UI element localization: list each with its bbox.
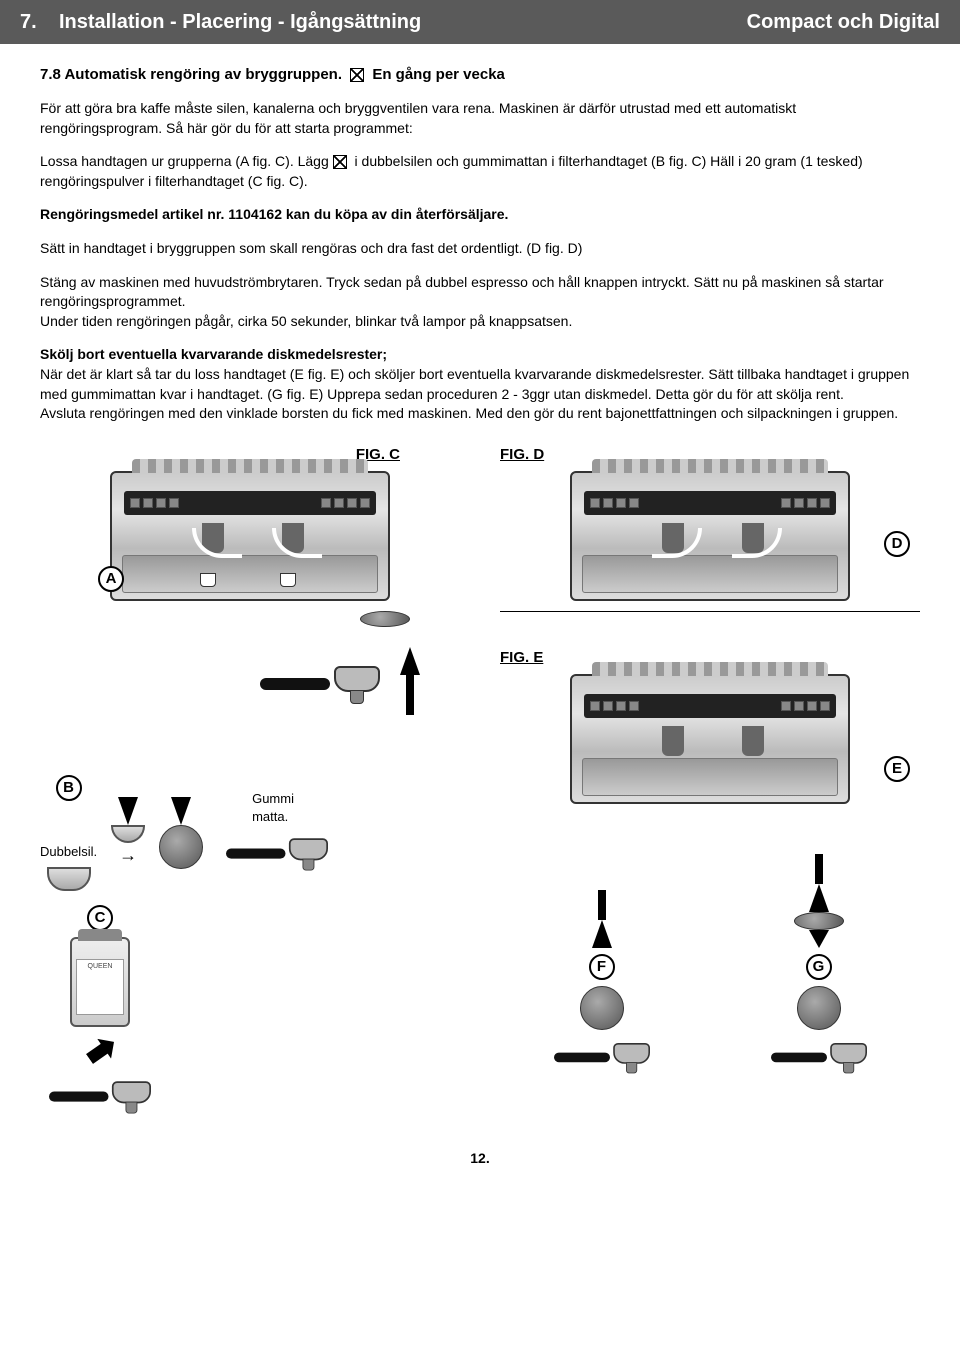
divider [500,611,920,612]
arrow-diag-icon [79,1027,121,1069]
label-b: B [56,775,82,801]
fig-d-cell: FIG. D D [500,444,920,627]
machine-illustration [570,674,850,804]
header-left: 7. Installation - Placering - Igångsättn… [20,8,421,36]
brew-group [662,726,684,756]
curve-arrow-icon [272,528,322,558]
subtitle-suffix: En gång per vecka [372,66,505,83]
section-title: Installation - Placering - Igångsättning [59,11,421,33]
p5: Stäng av maskinen med huvudströmbrytaren… [40,274,884,310]
arrow-up-icon [592,920,612,948]
curve-arrow-icon [732,528,782,558]
cup-icon [200,573,216,587]
arrow-up-icon [809,884,829,912]
fig-e-cell: FIG. E E [500,647,920,1119]
section-number: 7. [20,11,37,33]
curve-arrow-icon [192,528,242,558]
drip-tray [582,555,838,593]
diagram-area: FIG. C A [40,444,920,1119]
portafilter-icon [226,830,328,873]
dubbelsil-text: Dubbelsil. [40,843,97,861]
label-c: C [87,905,113,931]
portafilter-icon [49,1073,151,1116]
control-panel [124,491,376,515]
control-panel [584,694,836,718]
basket-top-icon [360,611,410,627]
label-e: E [884,756,910,782]
fig-e-label: FIG. E [500,647,543,668]
paragraph-3: Rengöringsmedel artikel nr. 1104162 kan … [40,205,920,225]
gummi-text: Gummi matta. [252,790,302,826]
arrow-down-icon [118,797,138,825]
crossed-box-icon [333,155,347,169]
fig-c-cell: FIG. C A [40,444,460,627]
paragraph-1: För att göra bra kaffe måste silen, kana… [40,99,920,138]
page-content: 7.8 Automatisk rengöring av bryggruppen.… [0,44,960,1189]
row-fg: F G [500,854,920,1080]
portafilter-icon [260,656,380,706]
basket-top-icon [794,912,844,930]
paragraph-5-6: Stäng av maskinen med huvudströmbrytaren… [40,273,920,332]
jar-icon: QUEEN [70,937,130,1027]
paragraph-2: Lossa handtagen ur grupperna (A fig. C).… [40,152,920,191]
basket-small-icon [111,825,145,843]
paragraph-7: Skölj bort eventuella kvarvarande diskme… [40,345,920,423]
label-d: D [884,531,910,557]
row-b: B Dubbelsil. → Gummi matta. [40,775,460,1119]
curve-arrow-icon [652,528,702,558]
p8: Avsluta rengöringen med den vinklade bor… [40,405,898,421]
brew-group [742,726,764,756]
arrow-right-icon: → [119,843,137,868]
page-header: 7. Installation - Placering - Igångsättn… [0,0,960,44]
label-a: A [98,566,124,592]
page-number: 12. [40,1149,920,1169]
basket-icon [47,867,91,891]
drip-tray [122,555,378,593]
label-g: G [806,954,832,980]
header-right: Compact och Digital [747,8,940,36]
p7-title: Skölj bort eventuella kvarvarande diskme… [40,346,387,362]
p6: Under tiden rengöringen pågår, cirka 50 … [40,313,572,329]
paragraph-4: Sätt in handtaget i bryggruppen som skal… [40,239,920,259]
fig-d-label: FIG. D [500,444,544,465]
gummi-icon [580,986,624,1030]
jar-label: QUEEN [76,959,124,1015]
cup-icon [280,573,296,587]
p2a: Lossa handtagen ur grupperna (A fig. C).… [40,153,333,169]
label-f: F [589,954,615,980]
arrow-down-icon [171,797,191,825]
gummi-icon [159,825,203,869]
subtitle: 7.8 Automatisk rengöring av bryggruppen.… [40,64,920,85]
portafilter-icon [554,1035,650,1075]
crossed-box-icon [350,68,364,82]
drip-tray [582,758,838,796]
control-panel [584,491,836,515]
gummi-icon [797,986,841,1030]
arrow-up-icon [400,647,420,675]
machine-illustration [110,471,390,601]
portafilter-icon [771,1035,867,1075]
fig-c-bottom-cell: B Dubbelsil. → Gummi matta. [40,647,460,1119]
p7-body: När det är klart så tar du loss handtage… [40,366,909,402]
machine-illustration [570,471,850,601]
arrow-down-icon [809,930,829,948]
subtitle-main: 7.8 Automatisk rengöring av bryggruppen. [40,66,342,83]
